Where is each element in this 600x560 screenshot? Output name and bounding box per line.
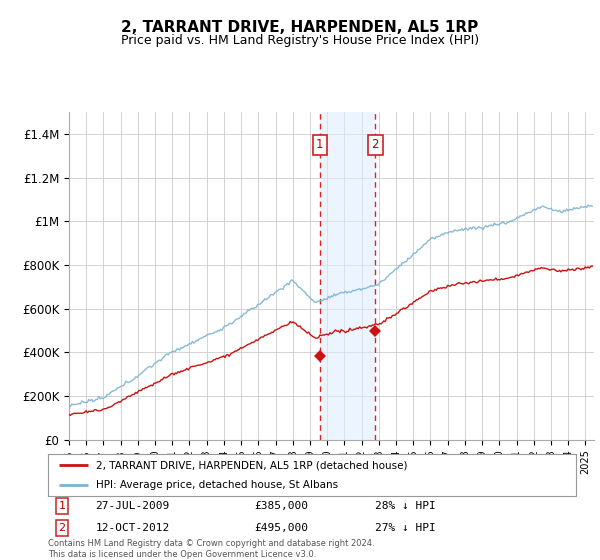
Text: 1: 1 xyxy=(316,138,323,151)
Text: Price paid vs. HM Land Registry's House Price Index (HPI): Price paid vs. HM Land Registry's House … xyxy=(121,34,479,46)
Text: £385,000: £385,000 xyxy=(254,501,308,511)
Text: 2, TARRANT DRIVE, HARPENDEN, AL5 1RP (detached house): 2, TARRANT DRIVE, HARPENDEN, AL5 1RP (de… xyxy=(95,460,407,470)
Text: 2: 2 xyxy=(59,523,65,533)
Text: 2: 2 xyxy=(371,138,379,151)
Text: 27% ↓ HPI: 27% ↓ HPI xyxy=(376,523,436,533)
Text: 1: 1 xyxy=(59,501,65,511)
Text: Contains HM Land Registry data © Crown copyright and database right 2024.
This d: Contains HM Land Registry data © Crown c… xyxy=(48,539,374,559)
Text: 12-OCT-2012: 12-OCT-2012 xyxy=(95,523,170,533)
Text: £495,000: £495,000 xyxy=(254,523,308,533)
Text: 27-JUL-2009: 27-JUL-2009 xyxy=(95,501,170,511)
Text: 28% ↓ HPI: 28% ↓ HPI xyxy=(376,501,436,511)
Text: HPI: Average price, detached house, St Albans: HPI: Average price, detached house, St A… xyxy=(95,480,338,489)
Text: 2, TARRANT DRIVE, HARPENDEN, AL5 1RP: 2, TARRANT DRIVE, HARPENDEN, AL5 1RP xyxy=(121,20,479,35)
Bar xyxy=(320,112,375,440)
